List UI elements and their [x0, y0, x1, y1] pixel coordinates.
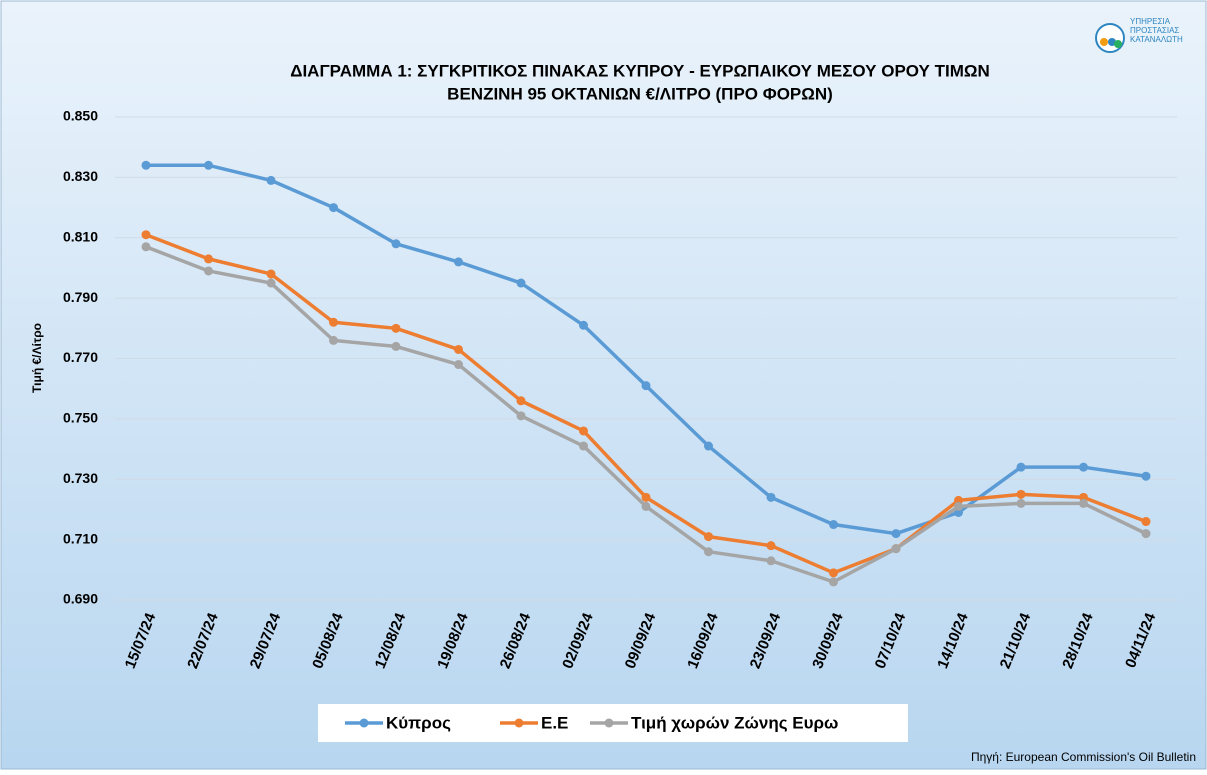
chart-title: ΔΙΑΓΡΑΜΜΑ 1: ΣΥΓΚΡΙΤΙΚΟΣ ΠΙΝΑΚΑΣ ΚΥΠΡΟΥ …: [290, 61, 990, 80]
logo-text: ΥΠΗΡΕΣΙΑ: [1130, 17, 1171, 26]
y-axis-label: Τιμή €/Λίτρο: [30, 323, 44, 393]
data-point: [1016, 498, 1026, 508]
data-point: [579, 426, 588, 436]
data-point: [141, 160, 151, 170]
data-point: [954, 501, 963, 511]
data-point: [766, 492, 776, 502]
data-point: [829, 577, 838, 587]
data-point: [579, 320, 588, 330]
logo: [1095, 23, 1125, 53]
data-point: [1141, 529, 1151, 539]
data-point: [829, 568, 838, 578]
data-point: [141, 230, 151, 240]
data-point: [266, 278, 276, 288]
data-point: [704, 441, 713, 451]
data-point: [641, 381, 651, 391]
data-point: [766, 541, 776, 551]
y-tick-label: 0.690: [63, 591, 98, 607]
legend-label: Τιμή χωρών Ζώνης Ευρω: [631, 713, 838, 732]
logo-text: ΠΡΟΣΤΑΣΙΑΣ: [1130, 26, 1179, 35]
logo-text: ΚΑΤΑΝΑΛΩΤΗ: [1130, 35, 1183, 44]
data-point: [1079, 498, 1088, 508]
data-point: [1079, 462, 1088, 472]
legend-label: Ε.Ε: [541, 713, 568, 732]
y-tick-label: 0.710: [63, 530, 98, 546]
data-point: [454, 257, 463, 267]
data-point: [704, 532, 713, 542]
data-point: [391, 323, 401, 333]
chart-title: ΒΕΝΖΙΝΗ 95 ΟΚΤΑΝΙΩΝ €/ΛΙΤΡΟ (ΠΡΟ ΦΟΡΩΝ): [447, 84, 833, 103]
data-point: [204, 266, 213, 276]
source: Πηγή: European Commission's Oil Bulletin: [971, 750, 1196, 764]
legend-swatch: [359, 718, 369, 728]
y-tick-label: 0.850: [63, 108, 98, 124]
data-point: [391, 239, 401, 249]
legend-swatch: [604, 718, 614, 728]
data-point: [204, 160, 213, 170]
data-point: [1016, 489, 1026, 499]
y-tick-label: 0.730: [63, 470, 98, 486]
data-point: [829, 520, 838, 530]
data-point: [641, 501, 651, 511]
data-point: [329, 317, 338, 327]
y-tick-label: 0.770: [63, 349, 98, 365]
y-tick-label: 0.830: [63, 168, 98, 184]
y-tick-label: 0.750: [63, 410, 98, 426]
data-point: [766, 556, 776, 566]
legend-swatch: [514, 718, 524, 728]
data-point: [454, 360, 463, 370]
data-point: [516, 278, 526, 288]
data-point: [266, 269, 276, 279]
data-point: [1016, 462, 1026, 472]
data-point: [204, 254, 213, 264]
data-point: [516, 411, 526, 421]
data-point: [891, 544, 901, 554]
data-point: [329, 203, 338, 213]
data-point: [641, 492, 651, 502]
data-point: [891, 529, 901, 539]
data-point: [329, 335, 338, 345]
legend-label: Κύπρος: [386, 713, 451, 732]
data-point: [516, 396, 526, 406]
y-tick-label: 0.810: [63, 228, 98, 244]
data-point: [579, 441, 588, 451]
data-point: [141, 242, 151, 252]
data-point: [391, 341, 401, 351]
data-point: [1141, 517, 1151, 527]
data-point: [1141, 471, 1151, 481]
y-tick-label: 0.790: [63, 289, 98, 305]
data-point: [266, 175, 276, 185]
data-point: [704, 547, 713, 557]
data-point: [454, 344, 463, 354]
